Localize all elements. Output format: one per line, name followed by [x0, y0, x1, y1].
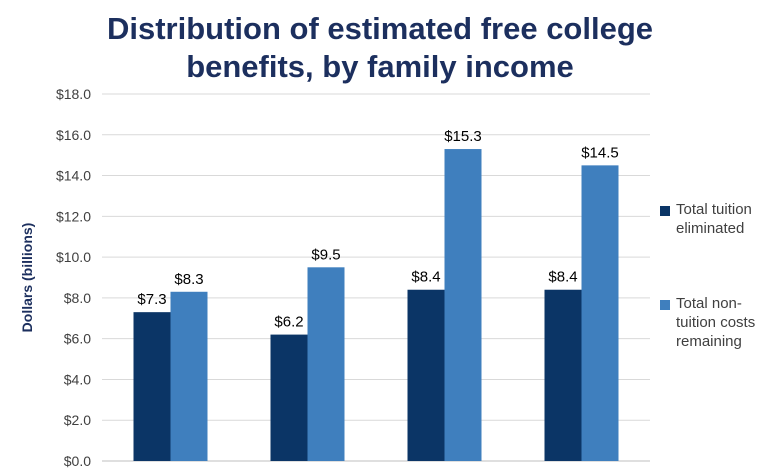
y-tick-label: $10.0 [56, 249, 91, 265]
data-label: $7.3 [137, 291, 166, 308]
data-label: $14.5 [581, 144, 619, 161]
data-label: $8.3 [174, 271, 203, 288]
y-tick-label: $8.0 [64, 290, 91, 306]
bar-series-1 [133, 312, 171, 461]
legend-label-tuition: Total tuition eliminated [676, 201, 752, 237]
y-tick-label: $4.0 [64, 371, 91, 387]
y-tick-label: $6.0 [64, 331, 91, 347]
legend-swatch-non-tuition [660, 300, 670, 310]
bar-series-2 [581, 165, 619, 461]
data-label: $8.4 [548, 269, 577, 286]
bar-series-2 [307, 267, 345, 461]
y-tick-label: $12.0 [56, 208, 91, 224]
data-label: $15.3 [444, 128, 482, 145]
y-tick-label: $2.0 [64, 412, 91, 428]
bar-series-1 [407, 289, 445, 461]
y-axis-title: Dollars (billions) [19, 223, 35, 333]
y-tick-label: $0.0 [64, 453, 91, 468]
bar-series-2 [444, 149, 482, 462]
chart-title: Distribution of estimated free college b… [106, 11, 654, 84]
data-label: $9.5 [311, 246, 340, 263]
legend-label-non-tuition: Total non-tuition costs remaining [676, 295, 756, 350]
data-label: $6.2 [274, 314, 303, 331]
y-tick-label: $14.0 [56, 168, 91, 184]
y-tick-label: $16.0 [56, 127, 91, 143]
bar-series-1 [270, 334, 308, 461]
data-label: $8.4 [411, 269, 440, 286]
y-tick-label: $18.0 [56, 86, 91, 102]
bar-series-2 [170, 291, 208, 461]
bar-series-1 [544, 289, 582, 461]
legend-swatch-tuition [660, 206, 670, 216]
